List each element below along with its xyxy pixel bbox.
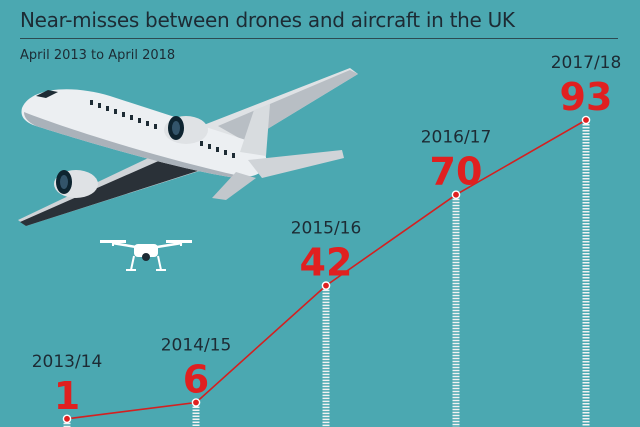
data-point [451, 190, 461, 199]
stems-layer [63, 124, 590, 427]
markers-layer [62, 115, 591, 424]
chart-subtitle: April 2013 to April 2018 [20, 48, 176, 63]
airliner-icon [18, 68, 358, 226]
period-label: 2014/15 [161, 336, 232, 356]
data-point [321, 281, 331, 290]
value-label: 93 [560, 75, 613, 119]
period-label: 2013/14 [32, 352, 103, 372]
value-label: 42 [300, 241, 353, 285]
data-point [62, 414, 72, 424]
chart-title: Near-misses between drones and aircraft … [20, 8, 515, 32]
value-label: 6 [183, 358, 209, 402]
period-label: 2015/16 [291, 219, 362, 239]
period-label: 2016/17 [421, 128, 492, 148]
value-label: 70 [430, 150, 483, 194]
value-label: 1 [54, 374, 80, 418]
data-point [191, 398, 201, 407]
drone-icon [100, 240, 192, 271]
title-rule [20, 38, 618, 39]
period-label: 2017/18 [551, 53, 622, 73]
data-point [581, 115, 591, 125]
